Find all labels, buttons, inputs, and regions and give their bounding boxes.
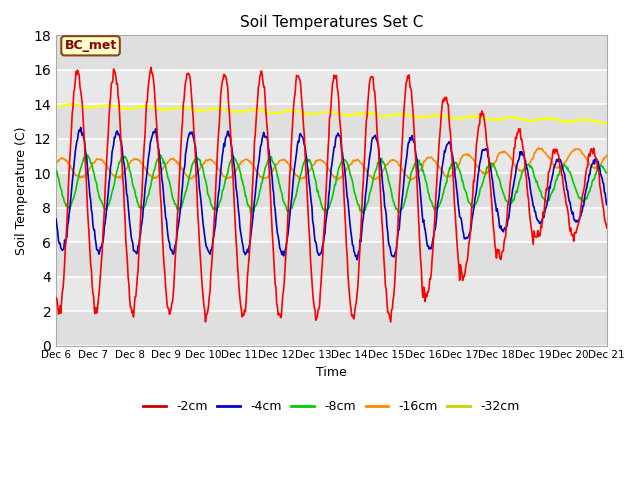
Bar	[56, 173, 607, 208]
Bar	[56, 311, 607, 346]
Bar	[56, 242, 607, 276]
Text: BC_met: BC_met	[65, 39, 116, 52]
Y-axis label: Soil Temperature (C): Soil Temperature (C)	[15, 126, 28, 255]
Bar	[56, 104, 607, 139]
Title: Soil Temperatures Set C: Soil Temperatures Set C	[240, 15, 423, 30]
Bar	[56, 36, 607, 70]
X-axis label: Time: Time	[316, 366, 347, 379]
Legend: -2cm, -4cm, -8cm, -16cm, -32cm: -2cm, -4cm, -8cm, -16cm, -32cm	[138, 396, 524, 418]
